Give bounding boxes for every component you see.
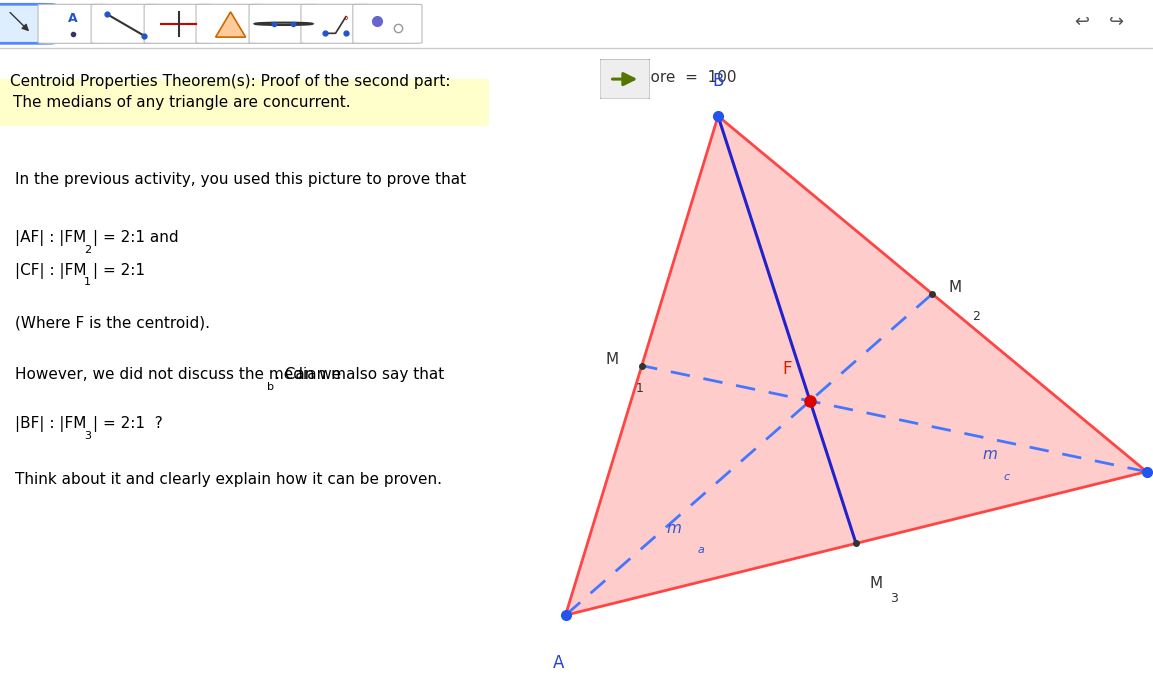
Text: M: M <box>949 280 962 295</box>
Text: 1: 1 <box>84 277 91 287</box>
Text: a: a <box>698 545 704 555</box>
Text: Centroid Properties Theorem(s): Proof of the second part:: Centroid Properties Theorem(s): Proof of… <box>10 74 451 89</box>
Text: . Can we also say that: . Can we also say that <box>274 368 444 382</box>
Text: Think about it and clearly explain how it can be proven.: Think about it and clearly explain how i… <box>15 472 442 486</box>
Text: °: ° <box>344 16 348 27</box>
Text: 2: 2 <box>84 244 91 255</box>
Text: 3: 3 <box>890 592 898 606</box>
Text: The medians of any triangle are concurrent.: The medians of any triangle are concurre… <box>13 95 351 110</box>
Text: |AF| : |FM: |AF| : |FM <box>15 230 86 246</box>
Text: B: B <box>713 72 724 90</box>
Text: m: m <box>666 522 681 536</box>
FancyBboxPatch shape <box>144 4 213 43</box>
Text: In the previous activity, you used this picture to prove that: In the previous activity, you used this … <box>15 172 466 187</box>
Text: ↩: ↩ <box>1073 13 1090 30</box>
Text: |BF| : |FM: |BF| : |FM <box>15 416 86 432</box>
Text: A: A <box>68 12 77 24</box>
Text: b: b <box>266 382 273 391</box>
Text: 3: 3 <box>84 430 91 440</box>
Text: (Where F is the centroid).: (Where F is the centroid). <box>15 315 210 330</box>
FancyBboxPatch shape <box>0 79 489 126</box>
Text: However, we did not discuss the median m: However, we did not discuss the median m <box>15 368 346 382</box>
Text: | = 2:1: | = 2:1 <box>93 263 145 279</box>
FancyBboxPatch shape <box>38 4 107 43</box>
Text: | = 2:1 and: | = 2:1 and <box>93 230 179 246</box>
Polygon shape <box>216 12 246 37</box>
FancyBboxPatch shape <box>196 4 265 43</box>
Text: ↪: ↪ <box>1108 13 1124 30</box>
Text: M: M <box>606 351 619 367</box>
FancyBboxPatch shape <box>301 4 370 43</box>
FancyBboxPatch shape <box>91 4 160 43</box>
FancyBboxPatch shape <box>0 4 54 43</box>
FancyBboxPatch shape <box>600 59 650 99</box>
Text: c: c <box>1003 472 1010 482</box>
Text: 1: 1 <box>635 382 643 395</box>
Text: | = 2:1  ?: | = 2:1 ? <box>93 416 163 432</box>
Text: A: A <box>553 654 565 672</box>
Text: score  =  100: score = 100 <box>634 71 736 85</box>
Text: M: M <box>869 576 882 591</box>
Text: |CF| : |FM: |CF| : |FM <box>15 263 86 279</box>
Text: F: F <box>783 360 792 378</box>
Text: 2: 2 <box>972 310 980 323</box>
Polygon shape <box>565 116 1146 615</box>
FancyBboxPatch shape <box>353 4 422 43</box>
FancyBboxPatch shape <box>249 4 318 43</box>
Text: m: m <box>982 447 997 461</box>
